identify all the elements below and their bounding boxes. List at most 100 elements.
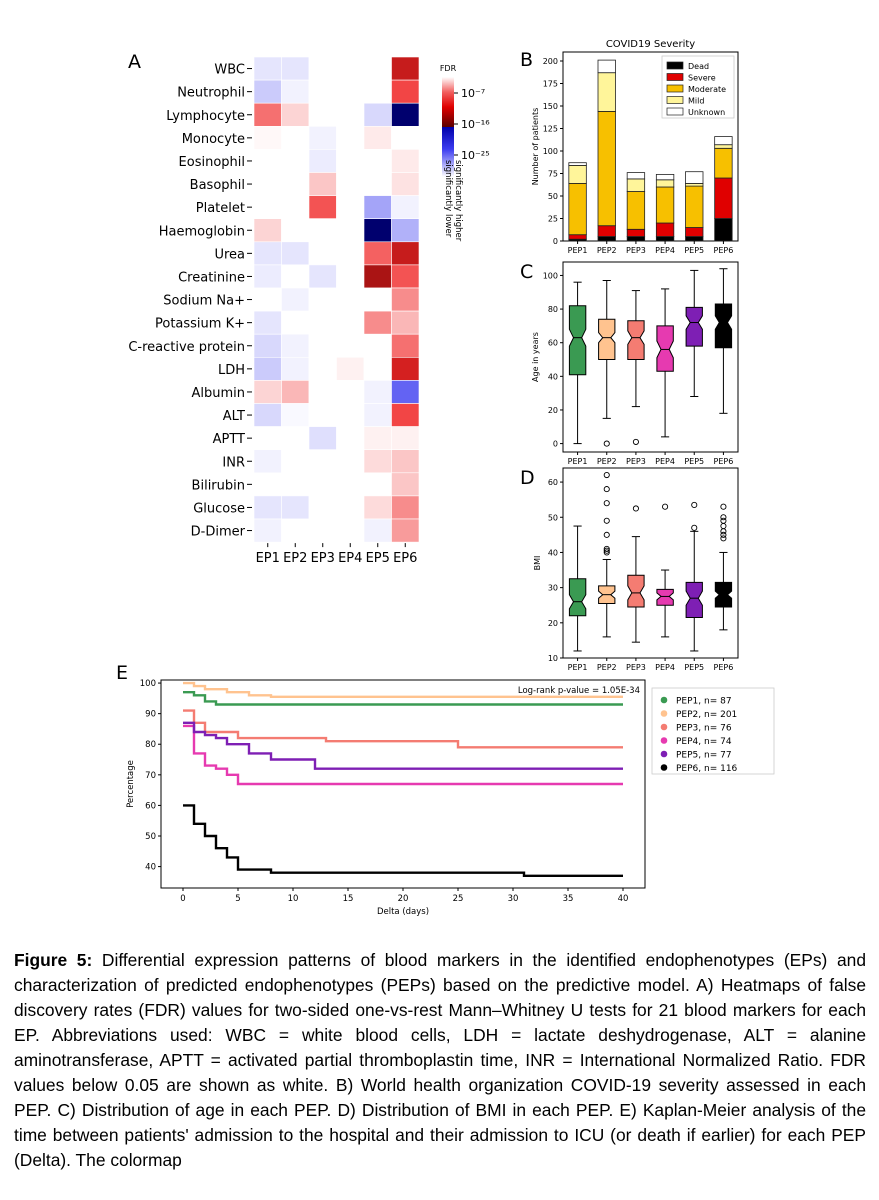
heatmap-cell xyxy=(308,472,337,497)
y-tick-label: 50 xyxy=(548,192,558,201)
heatmap-cell xyxy=(391,356,420,381)
y-tick-label: 100 xyxy=(140,679,156,689)
heatmap-cell xyxy=(336,126,365,150)
x-tick-label: PEP1 xyxy=(568,246,588,255)
heatmap-cell xyxy=(308,126,337,150)
bar-segment xyxy=(626,236,646,242)
colorbar-tick-label: 10⁻¹⁶ xyxy=(461,118,490,131)
heatmap-cell xyxy=(308,356,337,381)
bar-segment xyxy=(714,147,733,179)
legend-marker xyxy=(660,696,668,704)
heatmap-cell xyxy=(336,426,365,451)
heatmap-cell xyxy=(281,495,310,520)
heatmap-cell xyxy=(363,56,392,81)
row-label: Neutrophil xyxy=(177,86,245,101)
x-tick-label: PEP1 xyxy=(568,457,588,466)
outlier xyxy=(603,440,610,447)
x-tick-label: PEP2 xyxy=(597,246,617,255)
box xyxy=(598,318,616,360)
bar-segment xyxy=(655,179,675,188)
legend-marker xyxy=(660,764,668,771)
y-tick-label: 90 xyxy=(145,710,156,720)
heatmap-cell xyxy=(253,218,282,243)
heatmap-cell xyxy=(336,218,365,243)
outlier xyxy=(632,505,639,512)
heatmap-cell xyxy=(308,102,337,127)
row-label: Lymphocyte xyxy=(166,109,245,124)
heatmap-cell xyxy=(281,287,310,312)
row-label: D-Dimer xyxy=(191,525,246,540)
x-tick-label: PEP2 xyxy=(597,663,617,672)
heatmap-cell xyxy=(391,518,420,543)
heatmap-cell xyxy=(308,380,337,404)
survival-curve xyxy=(183,804,623,877)
heatmap-cell xyxy=(336,403,365,427)
colorbar-tick-label: 10⁻²⁵ xyxy=(461,149,490,162)
y-tick-label: 60 xyxy=(548,339,558,348)
bar-segment xyxy=(597,111,616,227)
heatmap-cell xyxy=(336,310,365,335)
y-tick-label: 60 xyxy=(548,478,558,487)
outlier xyxy=(603,547,610,554)
x-axis-label: Delta (days) xyxy=(377,907,429,917)
bar-segment xyxy=(685,185,704,228)
bar-segment xyxy=(714,218,733,242)
y-tick-label: 200 xyxy=(543,57,558,66)
row-label: Potassium K+ xyxy=(155,317,245,332)
row-label: Eosinophil xyxy=(179,155,245,170)
legend-marker xyxy=(660,723,668,731)
heatmap-cell xyxy=(281,218,310,243)
heatmap-cell xyxy=(253,495,282,520)
heatmap-cell xyxy=(391,126,420,150)
row-label: INR xyxy=(222,455,245,470)
x-tick-label: 40 xyxy=(618,894,629,904)
heatmap-cell xyxy=(336,380,365,404)
x-tick-label: PEP4 xyxy=(655,663,675,672)
colorbar-label-low: significantly lower xyxy=(443,160,453,238)
bar-segment xyxy=(626,178,646,192)
bar-segment xyxy=(597,72,616,112)
heatmap-cell xyxy=(253,126,282,150)
plot-frame xyxy=(562,467,739,659)
row-label: Haemoglobin xyxy=(159,224,245,239)
stacked-bar-panel-b: COVID19 Severity 0 25 50 75 100 125 150 175 200 Nu… xyxy=(531,39,739,255)
heatmap-cell xyxy=(253,102,282,127)
heatmap-cell xyxy=(391,287,420,312)
row-label: Basophil xyxy=(190,178,245,193)
heatmap-cell xyxy=(391,172,420,196)
outlier xyxy=(720,531,727,538)
survival-curve xyxy=(183,691,623,706)
heatmap-cell xyxy=(281,102,310,127)
panel-label-b: B xyxy=(520,49,533,71)
y-tick-label: 75 xyxy=(548,170,558,179)
heatmap-cell xyxy=(253,287,282,312)
heatmap-cell xyxy=(336,472,365,497)
heatmap-cell xyxy=(253,518,282,543)
figure-caption: Figure 5: Differential expression patter… xyxy=(14,948,866,1173)
y-tick-label: 40 xyxy=(548,372,558,381)
bar-segment xyxy=(568,164,587,184)
heatmap-cell xyxy=(363,195,392,220)
x-tick-label: 35 xyxy=(563,894,574,904)
heatmap-cell xyxy=(308,518,337,543)
heatmap-cell xyxy=(363,333,392,358)
bar-segment xyxy=(597,236,616,242)
x-tick-label: 0 xyxy=(180,894,185,904)
box xyxy=(568,305,587,376)
legend-label: PEP6, n= 116 xyxy=(676,764,738,774)
legend-marker xyxy=(660,750,668,758)
boxplot-panel-c: 0 20 40 60 80 100 Age in years PEP1 PEP2 PEP3 PEP4… xyxy=(531,261,739,466)
y-tick-label: 150 xyxy=(543,102,558,111)
x-tick-label: 10 xyxy=(288,894,299,904)
bar-segment xyxy=(597,225,616,237)
box xyxy=(627,574,645,608)
legend-label: PEP1, n= 87 xyxy=(676,697,732,707)
heatmap-cell xyxy=(363,403,392,427)
logrank-annotation: Log-rank p-value = 1.05E-34 xyxy=(518,686,640,696)
legend-swatch xyxy=(666,61,684,70)
y-tick-label: 125 xyxy=(543,125,558,134)
outlier xyxy=(603,517,610,524)
heatmap-cell xyxy=(281,241,310,266)
heatmap-cell xyxy=(253,264,282,289)
heatmap-cell xyxy=(391,79,420,104)
